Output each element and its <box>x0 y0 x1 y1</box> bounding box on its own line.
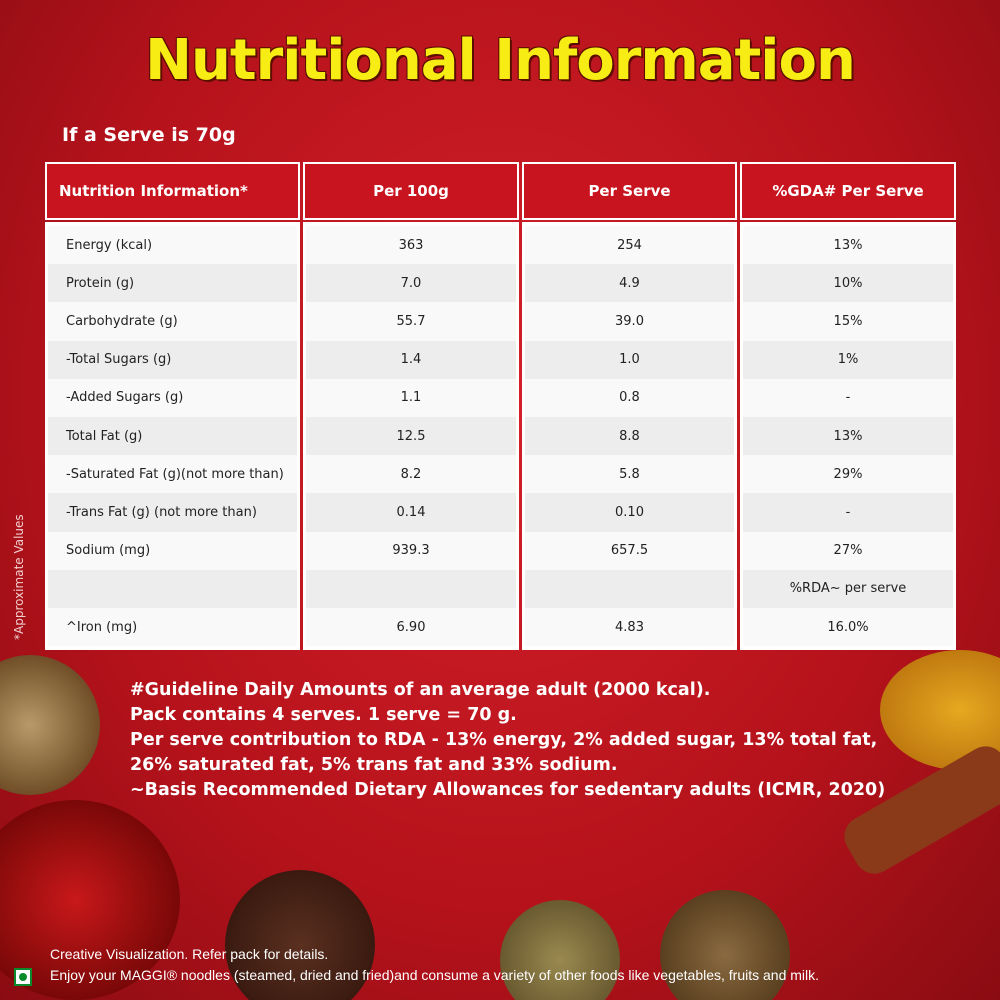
table-cell: 657.5 <box>525 531 734 570</box>
table-cell: 5.8 <box>525 455 734 494</box>
table-cell: 29% <box>743 455 953 494</box>
table-cell: 7.0 <box>306 264 516 303</box>
veg-mark <box>14 968 32 986</box>
lentil-bowl <box>660 890 790 1000</box>
table-cell: 39.0 <box>525 302 734 341</box>
table-cell: 12.5 <box>306 417 516 456</box>
table-cell: ^Iron (mg) <box>48 608 297 647</box>
table-cell: 0.14 <box>306 493 516 532</box>
table-cell: Energy (kcal) <box>48 226 297 265</box>
table-cell <box>48 569 297 608</box>
table-cell: 8.2 <box>306 455 516 494</box>
table-cell: 1.0 <box>525 340 734 379</box>
fennel-bowl <box>500 900 620 1000</box>
footnote-line: Per serve contribution to RDA - 13% ener… <box>130 730 878 750</box>
cumin-bowl <box>0 655 100 795</box>
footnote-line: 26% saturated fat, 5% trans fat and 33% … <box>130 755 618 775</box>
chillies <box>0 800 180 1000</box>
table-cell <box>306 569 516 608</box>
table-cell: 6.90 <box>306 608 516 647</box>
table-cell: 1% <box>743 340 953 379</box>
disclaimer: Creative Visualization. Refer pack for d… <box>50 944 819 986</box>
footnotes: #Guideline Daily Amounts of an average a… <box>130 678 885 803</box>
table-cell: 15% <box>743 302 953 341</box>
header-cell: Per Serve <box>522 162 737 220</box>
table-cell: 1.1 <box>306 378 516 417</box>
header-cell: %GDA# Per Serve <box>740 162 956 220</box>
table-cell: Total Fat (g) <box>48 417 297 456</box>
header-cell: Nutrition Information* <box>45 162 300 220</box>
table-cell: -Saturated Fat (g)(not more than) <box>48 455 297 494</box>
table-cell: 0.10 <box>525 493 734 532</box>
table-cell: 8.8 <box>525 417 734 456</box>
title: Nutritional Information <box>145 28 856 93</box>
disclaimer-line: Creative Visualization. Refer pack for d… <box>50 946 329 962</box>
table-cell: -Total Sugars (g) <box>48 340 297 379</box>
table-cell: Protein (g) <box>48 264 297 303</box>
table-cell: 939.3 <box>306 531 516 570</box>
table-cell: 10% <box>743 264 953 303</box>
footnote-line: Pack contains 4 serves. 1 serve = 70 g. <box>130 705 517 725</box>
table-cell: 55.7 <box>306 302 516 341</box>
table-cell <box>525 569 734 608</box>
table-cell: 363 <box>306 226 516 265</box>
table-cell: %RDA~ per serve <box>743 569 953 608</box>
table-cell: 13% <box>743 226 953 265</box>
side-note: *Approximate Values <box>12 514 26 640</box>
table-cell: -Added Sugars (g) <box>48 378 297 417</box>
table-cell: - <box>743 378 953 417</box>
table-cell: 27% <box>743 531 953 570</box>
table-cell: 0.8 <box>525 378 734 417</box>
header-cell: Per 100g <box>303 162 519 220</box>
footnote-line: ~Basis Recommended Dietary Allowances fo… <box>130 780 886 800</box>
cloves-bowl <box>225 870 375 1000</box>
table-cell: Carbohydrate (g) <box>48 302 297 341</box>
table-cell: 4.9 <box>525 264 734 303</box>
table-cell: 4.83 <box>525 608 734 647</box>
table-cell: - <box>743 493 953 532</box>
table-cell: Sodium (mg) <box>48 531 297 570</box>
serve-note: If a Serve is 70g <box>62 124 236 146</box>
table-cell: -Trans Fat (g) (not more than) <box>48 493 297 532</box>
table-cell: 16.0% <box>743 608 953 647</box>
table-cell: 13% <box>743 417 953 456</box>
table-cell: 1.4 <box>306 340 516 379</box>
disclaimer-line: Enjoy your MAGGI® noodles (steamed, drie… <box>50 967 820 983</box>
footnote-line: #Guideline Daily Amounts of an average a… <box>130 680 711 700</box>
table-cell: 254 <box>525 226 734 265</box>
